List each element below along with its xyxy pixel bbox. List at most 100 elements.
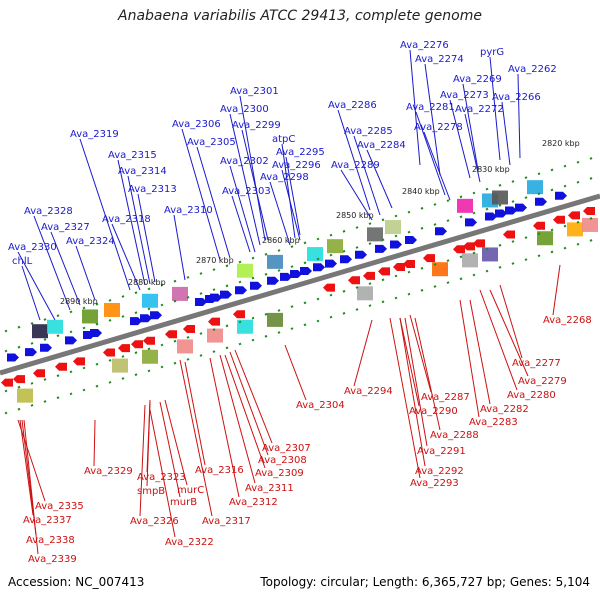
dotted-track-mark: [355, 308, 359, 311]
reverse-leader-line: [146, 401, 151, 487]
dotted-track-mark: [355, 286, 359, 289]
dotted-track-mark: [511, 180, 515, 183]
reverse-leader-line: [23, 419, 39, 555]
gene-category-block: [327, 239, 343, 254]
gene-category-block: [567, 222, 583, 237]
dotted-track-mark: [160, 303, 164, 307]
dotted-track-mark: [225, 284, 229, 288]
reverse-gene-label: murC: [177, 485, 204, 496]
kbp-tick-label: 2860 kbp: [262, 236, 300, 245]
dotted-track-mark: [550, 168, 554, 172]
forward-gene-arrow: [300, 267, 312, 276]
dotted-track-mark: [303, 301, 307, 305]
forward-gene-arrow: [465, 218, 477, 227]
dotted-track-mark: [134, 351, 138, 355]
forward-gene-label: Ava_2289: [331, 160, 380, 171]
reverse-gene-arrow: [118, 344, 130, 353]
forward-leader-line: [449, 99, 471, 179]
gene-category-block: [177, 339, 193, 354]
dotted-track-mark: [251, 276, 255, 280]
forward-gene-arrow: [535, 197, 547, 206]
dotted-track-mark: [134, 311, 138, 315]
forward-leader-line: [111, 223, 141, 291]
forward-gene-label: Ava_2313: [128, 184, 177, 195]
reverse-gene-arrow: [1, 378, 13, 387]
dotted-track-mark: [30, 321, 34, 325]
dotted-track-mark: [433, 223, 437, 226]
dotted-track-mark: [199, 332, 203, 335]
forward-leader-line: [117, 159, 146, 286]
forward-gene-arrow: [555, 191, 567, 200]
forward-leader-line: [464, 113, 481, 183]
forward-gene-arrow: [7, 353, 19, 362]
forward-gene-arrow: [25, 348, 37, 357]
reverse-leader-line: [209, 357, 240, 498]
dotted-track-mark: [355, 226, 359, 229]
forward-leader-line: [337, 109, 371, 211]
forward-leader-line: [409, 49, 421, 166]
reverse-gene-label: Ava_2279: [518, 376, 567, 387]
reverse-gene-arrow: [463, 242, 475, 251]
forward-gene-label: Ava_2276: [400, 40, 449, 51]
reverse-gene-label: Ava_2307: [262, 443, 311, 454]
forward-gene-label: Ava_2278: [414, 122, 463, 133]
dotted-track-mark: [160, 343, 164, 347]
dotted-track-mark: [485, 269, 489, 273]
dotted-track-mark: [43, 318, 47, 321]
reverse-gene-arrow: [33, 369, 45, 378]
gene-category-block: [385, 220, 401, 235]
forward-leader-line: [196, 146, 231, 259]
gene-category-block: [582, 217, 598, 232]
dotted-track-mark: [95, 302, 99, 306]
forward-gene-label: Ava_2272: [455, 104, 504, 115]
forward-leader-line: [423, 131, 451, 201]
dotted-track-mark: [95, 384, 99, 388]
reverse-gene-arrow: [183, 324, 195, 333]
dotted-track-mark: [186, 275, 190, 279]
forward-gene-arrow: [515, 203, 527, 212]
forward-gene-label: Ava_2310: [164, 205, 213, 216]
dotted-track-mark: [342, 229, 346, 233]
reverse-gene-label: Ava_2326: [130, 516, 179, 527]
reverse-leader-line: [469, 299, 491, 405]
accession-text: Accession: NC_007413: [8, 575, 145, 589]
dotted-track-mark: [290, 265, 294, 269]
forward-gene-label: Ava_2269: [453, 74, 502, 85]
forward-gene-arrow: [340, 255, 352, 264]
reverse-gene-arrow: [363, 271, 375, 280]
forward-leader-line: [489, 56, 501, 161]
dotted-track-mark: [550, 188, 554, 192]
forward-leader-line: [366, 149, 393, 209]
gene-category-block: [267, 254, 283, 269]
gene-category-block: [104, 302, 120, 317]
dotted-track-mark: [173, 361, 177, 365]
dotted-track-mark: [121, 377, 125, 380]
dotted-track-mark: [550, 228, 554, 232]
reverse-gene-label: Ava_2337: [23, 515, 72, 526]
forward-gene-label: Ava_2274: [415, 54, 464, 65]
dotted-track-mark: [251, 256, 255, 260]
dotted-track-mark: [134, 291, 138, 295]
dotted-track-mark: [472, 251, 476, 255]
reverse-leader-line: [179, 359, 213, 517]
dotted-track-mark: [264, 312, 268, 316]
forward-gene-label: Ava_2296: [272, 160, 321, 171]
reverse-gene-label: smpB: [137, 486, 165, 497]
dotted-track-mark: [264, 272, 268, 276]
reverse-gene-arrow: [553, 215, 565, 224]
forward-gene-arrow: [435, 227, 447, 236]
gene-category-block: [527, 180, 543, 195]
reverse-leader-line: [284, 344, 307, 401]
forward-leader-line: [424, 63, 441, 176]
forward-gene-arrow: [505, 206, 517, 215]
dotted-track-mark: [199, 354, 203, 357]
reverse-gene-label: Ava_2268: [543, 315, 592, 326]
dotted-track-mark: [407, 270, 411, 274]
dotted-track-mark: [173, 339, 177, 343]
reverse-leader-line: [399, 317, 426, 467]
gene-category-block: [357, 286, 373, 301]
reverse-gene-label: Ava_2323: [137, 472, 186, 483]
forward-gene-label: Ava_2281: [406, 102, 455, 113]
forward-gene-arrow: [150, 311, 162, 320]
reverse-leader-line: [164, 399, 188, 486]
